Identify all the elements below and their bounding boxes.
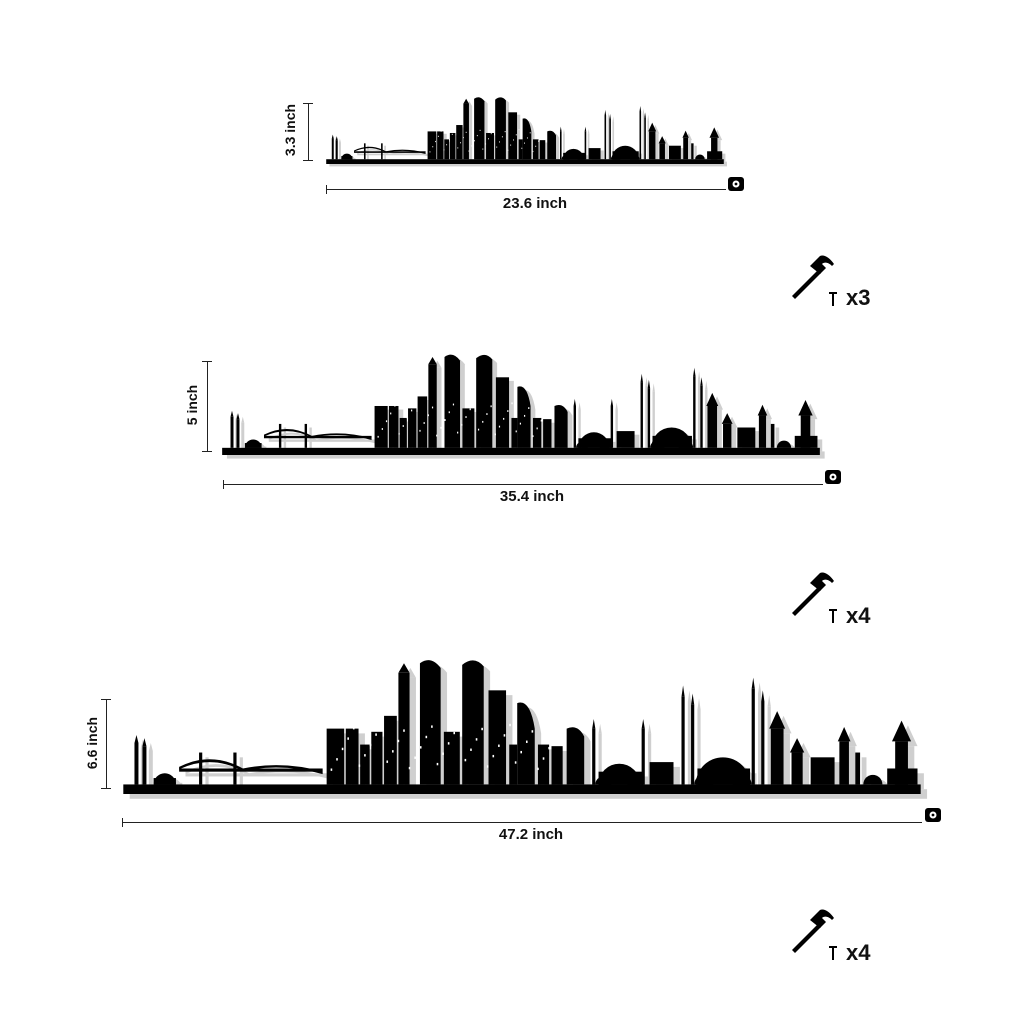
height-dimension-line: [202, 361, 212, 452]
width-dimension-line: [326, 185, 726, 194]
width-dimension-line: [122, 818, 922, 827]
height-label: 3.3 inch: [282, 103, 298, 157]
skyline-silhouette: [122, 660, 928, 799]
height-dimension-line: [303, 103, 313, 161]
hammer-icon: [788, 569, 836, 617]
quantity-label: x3: [846, 285, 871, 310]
width-dimension-line: [223, 480, 823, 489]
nail-icon: [829, 946, 837, 960]
width-label: 47.2 inch: [498, 826, 564, 843]
skyline-silhouette: [222, 351, 825, 459]
skyline-silhouette: [326, 97, 727, 167]
nail-icon: [829, 292, 837, 306]
tape-measure-icon: [824, 469, 842, 485]
width-label: 23.6 inch: [502, 195, 568, 212]
hammer-icon: [788, 252, 836, 300]
nail-icon: [829, 609, 837, 623]
height-dimension-line: [101, 699, 111, 789]
tape-measure-icon: [727, 176, 745, 192]
quantity-label: x4: [846, 603, 871, 628]
height-label: 6.6 inch: [84, 716, 100, 770]
hammer-icon: [788, 906, 836, 954]
quantity-label: x4: [846, 940, 871, 965]
tape-measure-icon: [924, 807, 942, 823]
height-label: 5 inch: [184, 384, 200, 426]
width-label: 35.4 inch: [499, 488, 565, 505]
